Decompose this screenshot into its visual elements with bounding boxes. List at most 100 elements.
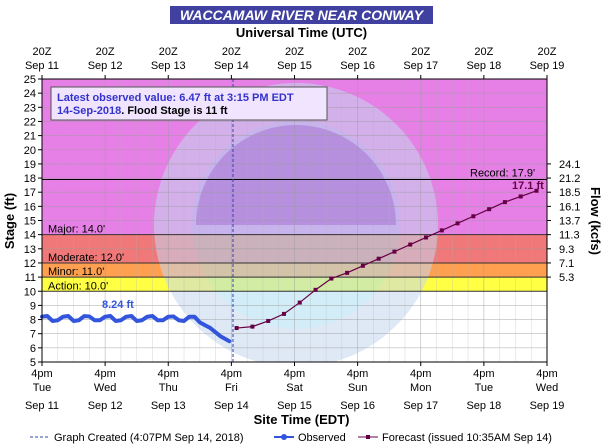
bottom-tick-time: 4pm xyxy=(347,368,368,380)
y-tick-label: 7 xyxy=(30,329,36,341)
bottom-axis-title: Site Time (EDT) xyxy=(254,412,350,427)
bottom-tick-time: 4pm xyxy=(94,368,115,380)
top-tick-utc: 20Z xyxy=(96,46,115,58)
legend-forecast-label: Forecast (issued 10:35AM Sep 14) xyxy=(382,432,552,444)
top-tick-date: Sep 12 xyxy=(88,60,123,72)
y-tick-label: 15 xyxy=(24,216,36,228)
y-tick-label: 13 xyxy=(24,244,36,256)
band-label-minor: Minor: 11.0' xyxy=(48,266,104,278)
forecast-point xyxy=(250,324,255,329)
top-tick-date: Sep 17 xyxy=(403,60,438,72)
legend-created-label: Graph Created (4:07PM Sep 14, 2018) xyxy=(54,432,244,444)
y-tick-label: 6 xyxy=(30,343,36,355)
left-axis-title: Stage (ft) xyxy=(2,193,17,249)
info-date: 14-Sep-2018 xyxy=(57,105,121,117)
flow-tick-label: 5.3 xyxy=(559,272,574,284)
forecast-point xyxy=(424,235,429,240)
y-tick-label: 16 xyxy=(24,201,36,213)
left-axis-ticks: 5 6 7 8 9 10 11 12 13 14 15 16 17 18 19 20 21 22 23 24 25 xyxy=(24,74,42,369)
crest-label: 17.1 ft xyxy=(512,180,544,192)
y-tick-label: 23 xyxy=(24,102,36,114)
info-latest: Latest observed value: 6.47 ft at 3:15 P… xyxy=(57,92,294,104)
bottom-tick-date: Sep 12 xyxy=(88,400,123,412)
bottom-tick-time: 4pm xyxy=(31,368,52,380)
top-tick-utc: 20Z xyxy=(159,46,178,58)
forecast-point xyxy=(313,287,318,292)
band-labels: Major: 14.0' Moderate: 12.0' Minor: 11.0' A… xyxy=(42,224,547,292)
legend-observed-marker xyxy=(281,434,287,440)
top-tick-utc: 20Z xyxy=(222,46,241,58)
right-axis-ticks: 5.3 7.1 9.3 11.3 13.7 16.1 18.5 21.2 24.1 xyxy=(547,159,580,284)
y-tick-label: 11 xyxy=(25,272,36,284)
forecast-point xyxy=(329,276,334,281)
y-tick-label: 22 xyxy=(24,116,36,128)
top-tick-date: Sep 18 xyxy=(466,60,501,72)
bottom-tick-day: Thu xyxy=(159,382,178,394)
y-tick-label: 20 xyxy=(24,145,36,157)
bottom-tick-day: Sun xyxy=(348,382,368,394)
forecast-line xyxy=(236,190,537,329)
top-tick-date: Sep 15 xyxy=(277,60,312,72)
bottom-tick-date: Sep 15 xyxy=(277,400,312,412)
forecast-point xyxy=(471,214,476,219)
legend-forecast-marker xyxy=(366,435,370,439)
top-tick-utc: 20Z xyxy=(348,46,367,58)
y-tick-label: 14 xyxy=(24,230,36,242)
top-tick-date: Sep 11 xyxy=(25,60,59,72)
flow-tick-label: 16.1 xyxy=(559,201,580,213)
y-tick-label: 5 xyxy=(30,357,36,369)
bottom-tick-day: Tue xyxy=(33,382,52,394)
top-tick-utc: 20Z xyxy=(33,46,52,58)
forecast-point xyxy=(518,194,523,199)
chart-title: WACCAMAW RIVER NEAR CONWAY xyxy=(180,7,425,23)
title-banner xyxy=(170,6,433,24)
y-tick-label: 18 xyxy=(24,173,36,185)
top-axis-title: Universal Time (UTC) xyxy=(236,25,367,40)
observed-line xyxy=(40,314,232,344)
bottom-tick-day: Wed xyxy=(536,382,558,394)
legend-observed-label: Observed xyxy=(298,432,346,444)
top-tick-date: Sep 19 xyxy=(530,60,565,72)
flow-tick-label: 18.5 xyxy=(559,187,580,199)
forecast-point xyxy=(234,326,239,331)
bottom-tick-date: Sep 13 xyxy=(151,400,186,412)
forecast-point xyxy=(360,263,365,268)
forecast-point xyxy=(534,188,539,193)
bottom-tick-day: Fri xyxy=(225,382,238,394)
bottom-axis-ticks: 4pm Tue Sep 11 4pm Wed Sep 12 4pm Thu Sep 13 4pm F… xyxy=(25,362,564,412)
top-tick-utc: 20Z xyxy=(411,46,430,58)
top-axis-ticks: 20Z Sep 11 20Z Sep 12 20Z Sep 13 20Z Sep 14 20Z S… xyxy=(25,46,564,79)
top-tick-date: Sep 16 xyxy=(340,60,375,72)
y-tick-label: 9 xyxy=(30,300,36,312)
y-tick-label: 21 xyxy=(24,131,36,143)
bottom-tick-time: 4pm xyxy=(221,368,242,380)
noaa-watermark xyxy=(154,83,438,362)
forecast-point xyxy=(487,207,492,212)
top-tick-utc: 20Z xyxy=(474,46,493,58)
bottom-tick-time: 4pm xyxy=(536,368,557,380)
flow-tick-label: 11.3 xyxy=(559,230,580,242)
y-tick-label: 10 xyxy=(24,286,36,298)
top-tick-date: Sep 14 xyxy=(214,60,249,72)
y-tick-label: 17 xyxy=(24,187,36,199)
flow-tick-label: 21.2 xyxy=(559,173,580,185)
band-label-moderate: Moderate: 12.0' xyxy=(48,252,124,264)
bottom-tick-day: Wed xyxy=(94,382,116,394)
y-tick-label: 25 xyxy=(24,74,36,86)
y-tick-label: 19 xyxy=(24,159,36,171)
y-tick-label: 24 xyxy=(24,88,36,100)
top-tick-utc: 20Z xyxy=(285,46,304,58)
forecast-point xyxy=(376,256,381,261)
forecast-point xyxy=(297,300,302,305)
forecast-point xyxy=(455,221,460,226)
info-flood-text: . Flood Stage is 11 ft xyxy=(121,105,228,117)
top-tick-utc: 20Z xyxy=(538,46,557,58)
forecast-point xyxy=(281,311,286,316)
info-flood-stage: 14-Sep-2018. Flood Stage is 11 ft xyxy=(57,105,228,117)
flow-tick-label: 9.3 xyxy=(559,244,574,256)
flow-tick-label: 13.7 xyxy=(559,216,580,228)
bottom-tick-day: Mon xyxy=(410,382,431,394)
band-label-major: Major: 14.0' xyxy=(48,224,105,236)
forecast-point xyxy=(408,242,413,247)
